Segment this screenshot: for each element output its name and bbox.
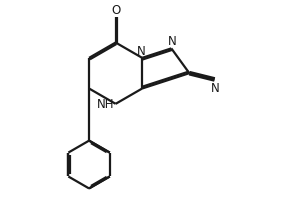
Text: O: O: [111, 4, 120, 17]
Text: NH: NH: [97, 98, 114, 111]
Text: N: N: [137, 45, 146, 58]
Text: N: N: [211, 81, 220, 94]
Text: N: N: [168, 35, 176, 48]
